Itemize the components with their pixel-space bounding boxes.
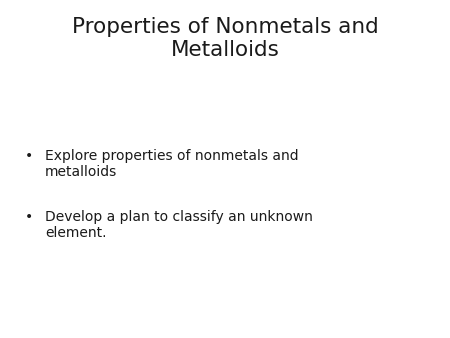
Text: Develop a plan to classify an unknown
element.: Develop a plan to classify an unknown el… [45, 210, 313, 240]
Text: •: • [25, 210, 33, 223]
Text: •: • [25, 149, 33, 163]
Text: Properties of Nonmetals and
Metalloids: Properties of Nonmetals and Metalloids [72, 17, 378, 60]
Text: Explore properties of nonmetals and
metalloids: Explore properties of nonmetals and meta… [45, 149, 299, 179]
